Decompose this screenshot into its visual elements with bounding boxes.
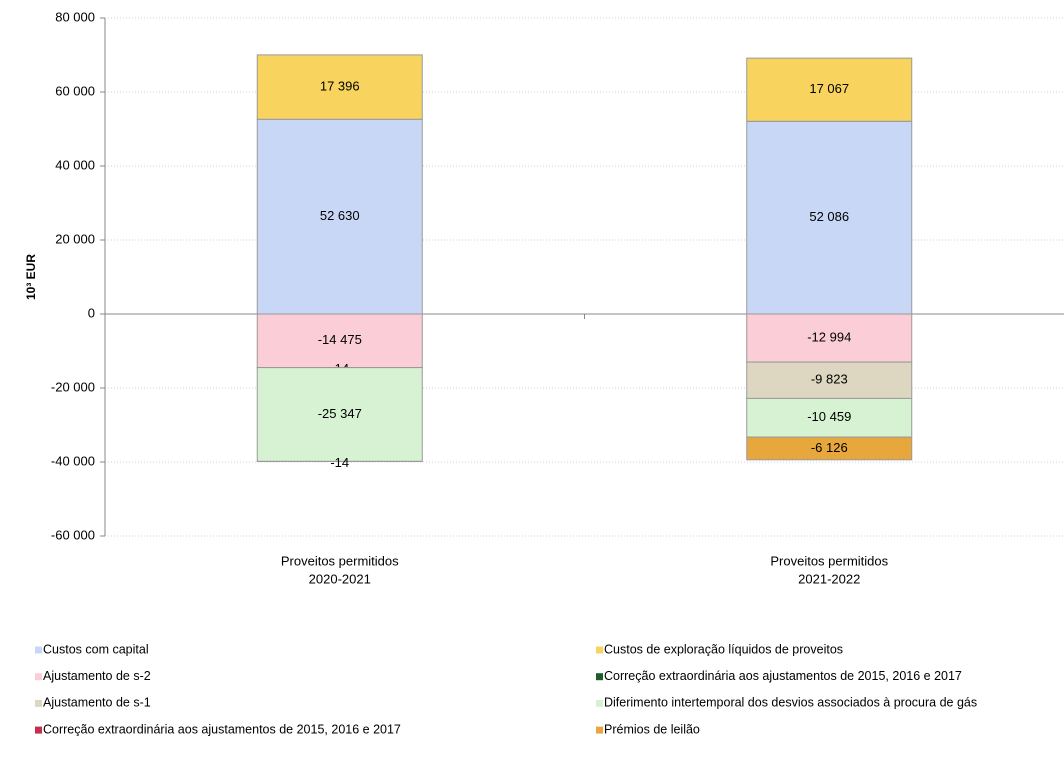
legend-swatch <box>596 727 603 734</box>
data-label: -6 126 <box>811 440 848 455</box>
legend-label: Custos com capital <box>43 642 149 656</box>
data-label: -12 994 <box>807 329 851 344</box>
legend-swatch <box>596 647 603 654</box>
legend-label: Correção extraordinária aos ajustamentos… <box>604 669 962 683</box>
data-label: 17 067 <box>809 81 849 96</box>
data-label: 52 630 <box>320 208 360 223</box>
legend-label: Custos de exploração líquidos de proveit… <box>604 642 843 656</box>
data-label: -9 823 <box>811 372 848 387</box>
legend-swatch <box>35 647 42 654</box>
y-tick-label: 20 000 <box>55 231 95 246</box>
data-label: 52 086 <box>809 209 849 224</box>
x-tick-label: 2021-2022 <box>798 571 860 586</box>
legend-swatch <box>35 673 42 680</box>
y-tick-label: 60 000 <box>55 83 95 98</box>
legend-swatch <box>35 700 42 707</box>
y-tick-label: -40 000 <box>51 453 95 468</box>
y-tick-label: 0 <box>88 305 95 320</box>
y-tick-label: 40 000 <box>55 157 95 172</box>
legend-label: Diferimento intertemporal dos desvios as… <box>604 696 977 710</box>
y-tick-label: -60 000 <box>51 527 95 542</box>
legend-label: Correção extraordinária aos ajustamentos… <box>43 722 401 736</box>
legend-swatch <box>596 700 603 707</box>
x-tick-label: 2020-2021 <box>309 571 371 586</box>
y-tick-label: -20 000 <box>51 379 95 394</box>
data-label: -14 475 <box>318 332 362 347</box>
data-label: -25 347 <box>318 406 362 421</box>
data-label: -10 459 <box>807 409 851 424</box>
data-label: 17 396 <box>320 79 360 94</box>
legend-label: Ajustamento de s-2 <box>43 669 151 683</box>
y-axis-label: 10³ EUR <box>24 254 38 300</box>
x-tick-label: Proveitos permitidos <box>770 553 888 568</box>
legend-swatch <box>35 727 42 734</box>
legend-label: Prémios de leilão <box>604 722 700 736</box>
x-tick-label: Proveitos permitidos <box>281 553 399 568</box>
y-tick-label: 80 000 <box>55 9 95 24</box>
legend-swatch <box>596 673 603 680</box>
legend-label: Ajustamento de s-1 <box>43 696 151 710</box>
data-label: -14 <box>330 455 349 470</box>
